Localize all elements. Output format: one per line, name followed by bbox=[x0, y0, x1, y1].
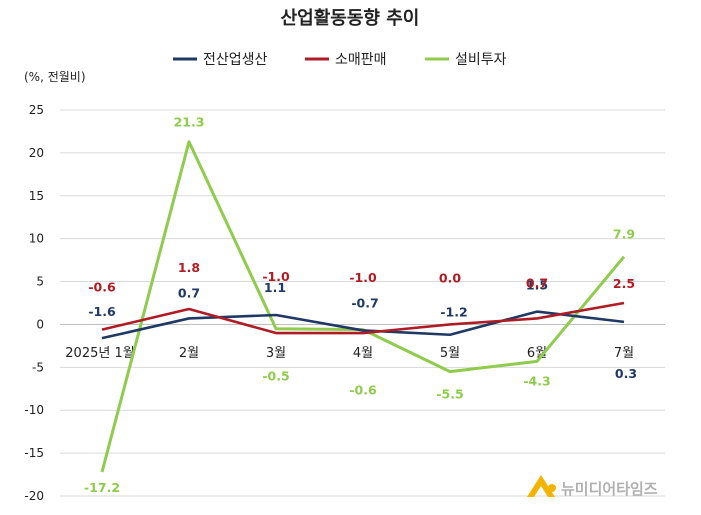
data-label: -5.5 bbox=[436, 387, 463, 402]
chart-title: 산업활동동향 추이 bbox=[281, 8, 420, 29]
watermark: 뉴미디어타임즈 bbox=[527, 475, 658, 498]
data-label: -1.2 bbox=[440, 305, 467, 320]
mountain-logo-icon bbox=[527, 475, 556, 497]
data-label: -1.6 bbox=[88, 304, 116, 319]
data-label: -17.2 bbox=[84, 480, 120, 495]
data-label: 1.1 bbox=[264, 280, 286, 295]
y-tick-label: 0 bbox=[36, 317, 44, 331]
y-tick-label: -15 bbox=[24, 446, 44, 460]
data-label: -0.7 bbox=[351, 295, 378, 310]
legend-label: 전산업생산 bbox=[203, 52, 268, 68]
data-label: 7.9 bbox=[613, 227, 635, 242]
x-tick-label: 5월 bbox=[440, 346, 460, 361]
legend-label: 설비투자 bbox=[455, 52, 507, 68]
x-tick-label: 7월 bbox=[614, 346, 634, 361]
y-tick-label: 20 bbox=[29, 146, 44, 160]
watermark-text: 뉴미디어타임즈 bbox=[561, 480, 658, 498]
data-label: -4.3 bbox=[523, 373, 550, 388]
data-labels: -1.6 0.7 1.1 -0.7 -1.2 1.5 0.3 -0.6 1.8 -1.0 -1.0 0… bbox=[84, 115, 637, 495]
y-tick-label: 15 bbox=[29, 189, 44, 203]
gridlines bbox=[60, 109, 665, 497]
data-label: -1.0 bbox=[349, 270, 377, 285]
y-tick-label: 5 bbox=[36, 275, 44, 289]
series-group bbox=[100, 140, 626, 473]
data-label: 2.5 bbox=[613, 276, 635, 291]
y-tick-label: -10 bbox=[24, 403, 44, 417]
x-tick-label: 2025년 1월 bbox=[65, 346, 134, 361]
legend-label: 소매판매 bbox=[335, 52, 387, 68]
unit-label: (%, 전월비) bbox=[24, 70, 86, 84]
data-label: 0.7 bbox=[526, 275, 548, 290]
data-label: -0.5 bbox=[262, 369, 289, 384]
data-label: -0.6 bbox=[349, 383, 377, 398]
data-label: 21.3 bbox=[174, 115, 205, 130]
y-tick-label: -20 bbox=[24, 489, 44, 503]
series-line bbox=[101, 301, 625, 335]
data-label: -0.6 bbox=[88, 280, 116, 295]
data-label: 0.0 bbox=[439, 270, 461, 285]
data-label: 1.5 bbox=[526, 278, 548, 293]
y-tick-label: -5 bbox=[32, 360, 44, 374]
data-label: 0.7 bbox=[178, 285, 200, 300]
y-tick-label: 10 bbox=[29, 232, 44, 246]
series-line bbox=[101, 310, 625, 340]
data-label: 0.3 bbox=[615, 366, 637, 381]
data-label: -1.0 bbox=[262, 269, 290, 284]
x-tick-label: 2월 bbox=[179, 346, 199, 361]
x-tick-label: 3월 bbox=[266, 346, 286, 361]
y-axis: 25 20 15 10 5 0 -5 -10 -15 -20 bbox=[24, 103, 44, 503]
data-label: 1.8 bbox=[178, 260, 200, 275]
y-tick-label: 25 bbox=[29, 103, 44, 117]
legend: 전산업생산 소매판매 설비투자 bbox=[173, 52, 507, 68]
x-tick-label: 4월 bbox=[353, 346, 373, 361]
